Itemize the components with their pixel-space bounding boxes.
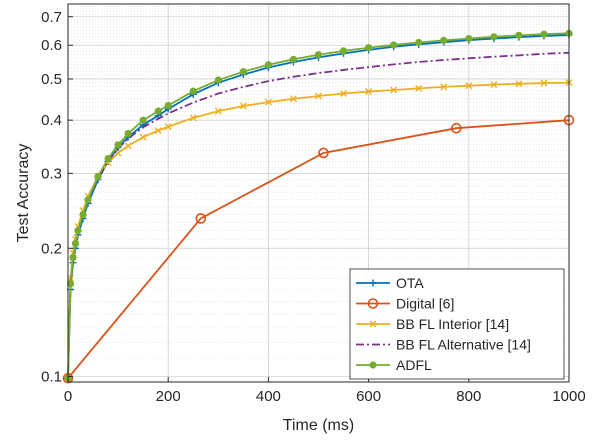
x-tick-label: 1000 (552, 388, 585, 405)
x-tick-label: 400 (256, 388, 281, 405)
data-point (239, 68, 247, 76)
data-point (450, 122, 462, 134)
legend-item: ADFL (356, 357, 432, 373)
y-tick-label: 0.5 (41, 71, 62, 88)
data-point (214, 107, 222, 115)
series-line (67, 34, 570, 379)
x-tick-label: 600 (356, 388, 381, 405)
data-point (365, 88, 373, 96)
data-point (74, 227, 82, 235)
data-point (214, 76, 222, 84)
legend-marker (369, 320, 377, 328)
data-point (84, 196, 92, 204)
legend-label: OTA (396, 275, 424, 291)
y-tick-label: 0.3 (41, 165, 62, 182)
data-point (540, 79, 548, 87)
data-point (390, 41, 398, 49)
legend-marker (367, 298, 379, 309)
data-point (264, 98, 272, 106)
plot-frame (67, 3, 570, 383)
data-point (124, 142, 132, 150)
data-point (189, 114, 197, 122)
data-point (239, 102, 247, 110)
legend-marker (369, 279, 377, 287)
data-point (340, 90, 348, 98)
data-point (289, 55, 298, 63)
data-point (114, 149, 122, 157)
data-point (415, 84, 423, 92)
data-point (440, 83, 448, 91)
data-point (315, 92, 322, 100)
data-point (114, 141, 122, 149)
y-tick-label: 0.1 (41, 368, 62, 385)
legend-marker (369, 361, 377, 369)
data-point (390, 86, 398, 94)
data-point (314, 51, 323, 59)
legend-item: Digital [6] (356, 296, 454, 312)
x-tick-label: 800 (456, 388, 481, 405)
data-point (318, 147, 329, 159)
legend-label: ADFL (396, 357, 432, 373)
x-tick-label: 0 (64, 388, 72, 405)
y-tick-label: 0.7 (41, 9, 62, 26)
y-axis-label: Test Accuracy (15, 144, 32, 243)
data-point (71, 240, 80, 248)
data-point (189, 87, 197, 95)
data-point (164, 123, 172, 131)
data-point (339, 47, 348, 55)
data-point (465, 34, 473, 43)
data-point (104, 154, 112, 163)
axis-layer: 0 200 400 600 800 1000 0.1 0.2 0.3 0.4 0.5 0.6 0.7 (41, 9, 586, 405)
data-point (264, 61, 273, 69)
series-adfl (64, 29, 573, 382)
data-point (139, 116, 147, 124)
data-point (139, 133, 147, 141)
data-point (164, 101, 172, 110)
data-point (154, 107, 162, 115)
data-point (69, 254, 77, 262)
legend-item: BB FL Interior [14] (356, 316, 509, 332)
legend-item: BB FL Alternative [14] (356, 337, 531, 353)
series-layer (62, 29, 575, 384)
legend-label: Digital [6] (396, 296, 454, 312)
data-point (365, 44, 373, 52)
series-line (67, 119, 570, 379)
data-point (195, 213, 207, 224)
y-tick-label: 0.2 (41, 240, 62, 257)
data-point (515, 80, 523, 88)
x-axis-label: Time (ms) (283, 417, 354, 434)
y-tick-label: 0.4 (41, 112, 62, 129)
data-point (540, 30, 548, 38)
y-tick-label: 0.6 (41, 37, 62, 54)
legend-label: BB FL Alternative [14] (396, 337, 531, 353)
legend-label: BB FL Interior [14] (396, 316, 509, 332)
data-point (490, 81, 498, 89)
data-point (440, 36, 448, 44)
data-point (94, 172, 102, 181)
data-point (490, 33, 498, 41)
data-point (79, 210, 87, 219)
data-point (289, 95, 297, 103)
legend-item: OTA (356, 275, 424, 291)
legend: OTA Digital [6] BB FL Interior [14] BB FL A… (349, 268, 565, 380)
data-point (415, 38, 423, 47)
data-point (124, 129, 132, 138)
data-point (66, 280, 75, 288)
data-point (465, 82, 473, 90)
data-point (515, 31, 523, 39)
data-point (154, 127, 162, 135)
x-tick-label: 200 (156, 388, 181, 405)
